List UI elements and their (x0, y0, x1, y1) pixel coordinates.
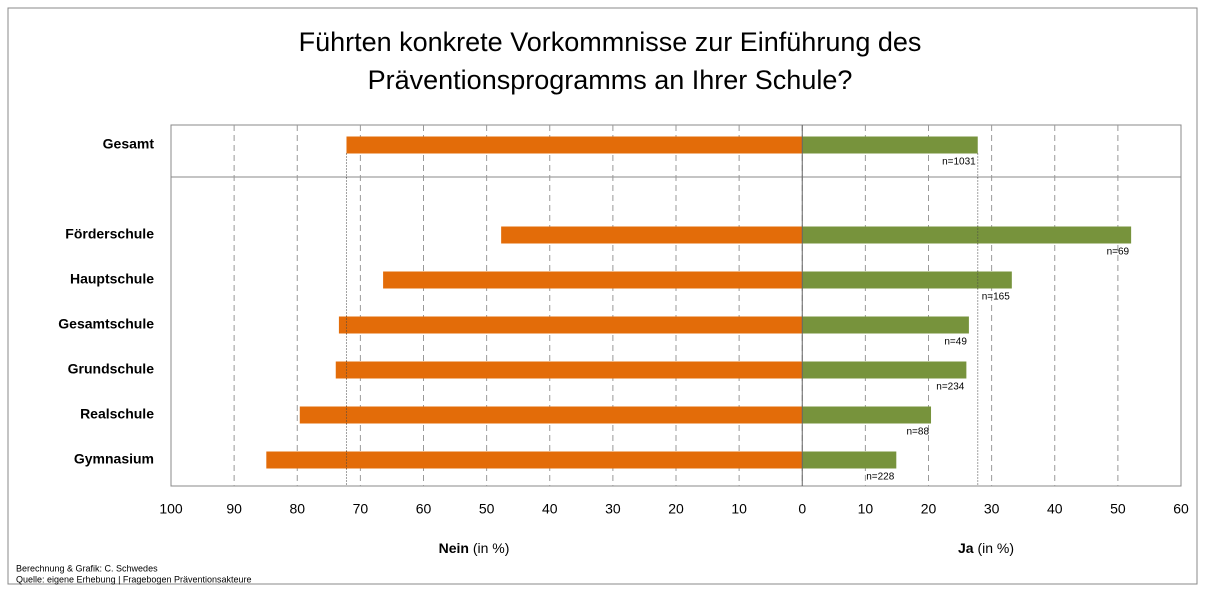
chart-border (7, 7, 1198, 585)
footer: Berechnung & Grafik: C. Schwedes (16, 563, 158, 573)
x-tick-label: 60 (1173, 501, 1189, 517)
bar (802, 271, 1012, 289)
x-tick-label: 70 (353, 501, 369, 517)
chart-title: Führten konkrete Vorkommnisse zur Einfüh… (299, 27, 922, 57)
category-label: Realschule (80, 406, 154, 422)
x-tick-label: 60 (416, 501, 432, 517)
category-label: Gymnasium (74, 451, 154, 467)
annotation: n=49 (944, 337, 967, 348)
bar (346, 136, 803, 154)
annotation: n=165 (982, 292, 1011, 303)
axis-label-unit: (in %) (977, 540, 1014, 556)
x-tick-label: 80 (289, 501, 305, 517)
axis-label-name: Ja (958, 540, 974, 556)
x-tick-label: 90 (226, 501, 242, 517)
bar (802, 406, 932, 424)
x-tick-label: 10 (731, 501, 747, 517)
axis-label-unit: (in %) (473, 540, 510, 556)
category-label: Grundschule (68, 361, 155, 377)
axis-label-name: Nein (439, 540, 469, 556)
x-tick-label: 40 (1047, 501, 1063, 517)
annotation: n=228 (866, 472, 895, 483)
x-tick-label: 40 (542, 501, 558, 517)
x-tick-label: 50 (1110, 501, 1126, 517)
x-tick-label: 0 (798, 501, 806, 517)
x-tick-label: 20 (668, 501, 684, 517)
bar (802, 136, 978, 154)
bar (802, 226, 1132, 244)
category-label: Gesamtschule (58, 316, 154, 332)
bar (266, 451, 803, 469)
x-tick-label: 30 (605, 501, 621, 517)
category-label: Förderschule (65, 226, 154, 242)
bar (802, 316, 969, 334)
x-tick-label: 10 (858, 501, 874, 517)
annotation: n=234 (936, 382, 965, 393)
bar (802, 361, 967, 379)
x-tick-label: 30 (984, 501, 1000, 517)
axis-label: Ja (in %) (958, 540, 1014, 556)
annotation: n=1031 (942, 157, 976, 168)
x-tick-label: 100 (159, 501, 183, 517)
x-tick-label: 20 (921, 501, 937, 517)
bar (338, 316, 803, 334)
category-label: Hauptschule (70, 271, 154, 287)
x-tick-label: 50 (479, 501, 495, 517)
bar (802, 451, 897, 469)
category-label: Gesamt (103, 136, 155, 152)
bar (299, 406, 803, 424)
footer: Quelle: eigene Erhebung | Fragebogen Prä… (16, 574, 252, 584)
axis-label: Nein (in %) (439, 540, 510, 556)
bar (383, 271, 803, 289)
bar (335, 361, 803, 379)
annotation: n=88 (906, 427, 929, 438)
annotation: n=69 (1107, 247, 1130, 258)
bar (501, 226, 803, 244)
chart-title: Präventionsprogramms an Ihrer Schule? (368, 65, 853, 95)
